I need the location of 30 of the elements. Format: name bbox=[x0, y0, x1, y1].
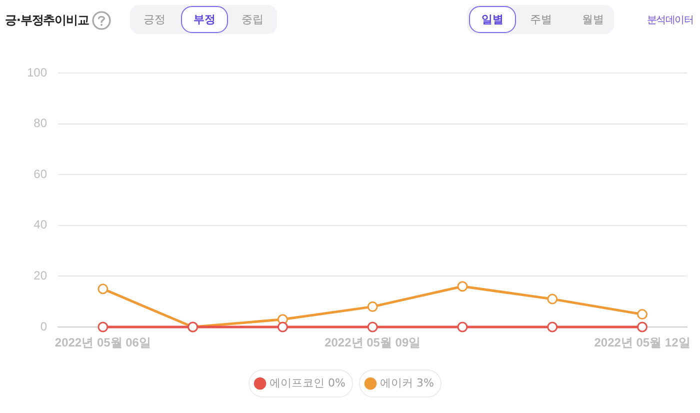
toggle-label: 긍정 bbox=[144, 12, 166, 27]
y-tick-label: 60 bbox=[34, 166, 48, 181]
x-tick-label: 2022년 05월 12일 bbox=[594, 336, 690, 350]
toggle-label: 주별 bbox=[530, 12, 552, 27]
point bbox=[457, 322, 468, 332]
x-tick-label: 2022년 05월 06일 bbox=[54, 336, 151, 350]
y-tick-label: 100 bbox=[26, 65, 48, 80]
point bbox=[457, 281, 468, 292]
y-tick-label: 40 bbox=[34, 218, 48, 232]
point bbox=[637, 322, 648, 332]
point bbox=[547, 294, 558, 304]
toggle-label: 월별 bbox=[582, 12, 604, 27]
point bbox=[277, 322, 288, 332]
point bbox=[98, 322, 108, 332]
legend-label: 에이프코인 0% bbox=[270, 376, 346, 390]
point bbox=[637, 309, 648, 320]
toggle-label: 중립 bbox=[242, 12, 264, 27]
point bbox=[367, 301, 378, 312]
chart-title: 긍·부정추이비교 bbox=[5, 12, 89, 29]
x-tick-label: 2022년 05월 09일 bbox=[324, 336, 421, 350]
y-tick-label: 20 bbox=[34, 268, 48, 283]
toggle-label: 일별 bbox=[482, 12, 504, 27]
export-label: 분석데이터 bbox=[647, 14, 694, 27]
toggle-label: 부정 bbox=[194, 12, 216, 27]
point bbox=[367, 322, 378, 332]
y-tick-label: 0 bbox=[40, 319, 48, 334]
legend-label: 에이커 3% bbox=[380, 376, 434, 390]
point bbox=[547, 322, 558, 332]
point bbox=[98, 284, 108, 294]
y-tick-label: 80 bbox=[34, 116, 48, 130]
